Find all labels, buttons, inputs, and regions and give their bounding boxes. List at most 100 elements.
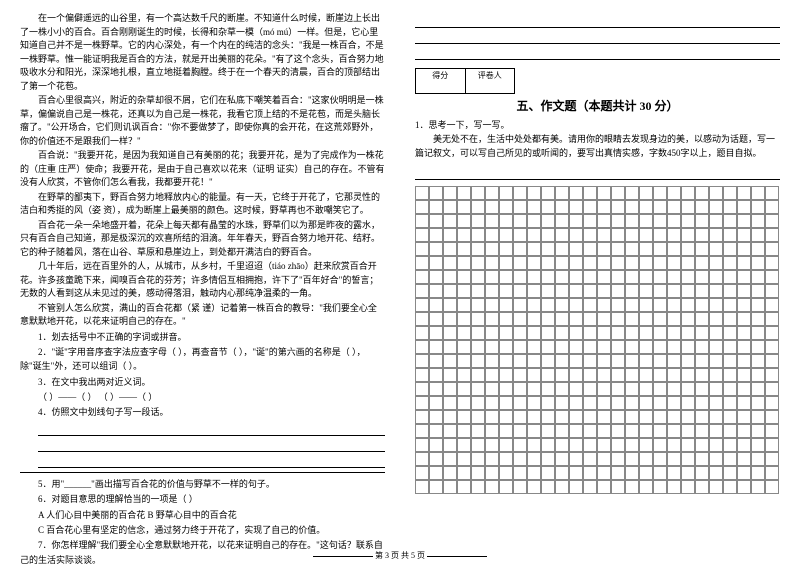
grid-cell [625,452,639,466]
grid-row [415,186,780,200]
grid-cell [443,214,457,228]
grid-cell [415,438,429,452]
answer-line [415,46,780,60]
grid-cell [443,242,457,256]
grid-cell [513,256,527,270]
passage-p4: 在野草的鄙夷下，野百合努力地释放内心的能量。有一天，它终于开花了，它那灵性的洁白… [20,191,385,218]
grid-cell [765,200,779,214]
grid-cell [653,382,667,396]
grid-cell [737,270,751,284]
grid-cell [625,354,639,368]
grid-cell [639,228,653,242]
grid-cell [457,200,471,214]
grid-cell [513,270,527,284]
grid-cell [737,312,751,326]
grid-cell [429,326,443,340]
grid-cell [611,186,625,200]
grid-row [415,312,780,326]
grid-cell [583,256,597,270]
grid-cell [751,326,765,340]
grid-cell [569,186,583,200]
grid-cell [415,186,429,200]
grid-cell [457,354,471,368]
grid-cell [639,298,653,312]
grid-cell [457,424,471,438]
answer-line [38,454,385,468]
grid-cell [765,242,779,256]
grid-cell [681,214,695,228]
passage-p1: 在一个偏僻遥远的山谷里，有一个高达数千尺的断崖。不知道什么时候，断崖边上长出了一… [20,12,385,93]
grid-cell [457,410,471,424]
grid-cell [611,466,625,480]
grid-row [415,242,780,256]
grid-cell [765,284,779,298]
grid-row [415,396,780,410]
answer-line [415,14,780,28]
grid-cell [499,312,513,326]
grid-cell [555,424,569,438]
grid-cell [597,298,611,312]
grid-cell [667,312,681,326]
grid-cell [513,214,527,228]
grid-cell [415,424,429,438]
grid-cell [653,270,667,284]
question-3b: （ ）——（ ） （ ）——（ ） [20,390,385,404]
grid-cell [471,368,485,382]
grid-cell [667,452,681,466]
grid-cell [737,382,751,396]
grid-cell [429,410,443,424]
grid-cell [485,284,499,298]
grid-cell [653,466,667,480]
grid-cell [681,256,695,270]
grid-cell [667,410,681,424]
grid-cell [485,382,499,396]
grid-cell [429,452,443,466]
grid-cell [485,410,499,424]
grid-cell [695,200,709,214]
page-footer: 第 3 页 共 5 页 [0,550,800,561]
grid-cell [695,354,709,368]
grid-cell [653,326,667,340]
grid-cell [639,256,653,270]
grid-cell [415,228,429,242]
grid-cell [415,368,429,382]
grid-cell [639,270,653,284]
grid-cell [639,368,653,382]
grid-cell [709,424,723,438]
grid-cell [513,368,527,382]
grid-cell [527,354,541,368]
grid-cell [597,466,611,480]
grid-cell [443,186,457,200]
grid-cell [681,186,695,200]
grid-cell [415,340,429,354]
grid-cell [737,340,751,354]
answer-line [38,422,385,436]
grid-cell [457,382,471,396]
grid-cell [597,396,611,410]
grid-cell [485,424,499,438]
grid-cell [471,452,485,466]
grid-cell [415,298,429,312]
grid-cell [555,200,569,214]
grid-cell [583,368,597,382]
grid-cell [527,466,541,480]
grid-cell [695,424,709,438]
grid-cell [527,242,541,256]
grid-cell [485,242,499,256]
grid-cell [765,396,779,410]
grid-cell [751,200,765,214]
grid-cell [751,340,765,354]
grid-cell [751,424,765,438]
grid-cell [583,466,597,480]
grid-cell [569,340,583,354]
grid-cell [597,410,611,424]
grid-cell [569,256,583,270]
grid-cell [681,410,695,424]
grid-cell [667,298,681,312]
grid-cell [471,256,485,270]
grid-cell [499,242,513,256]
grid-cell [653,284,667,298]
grid-cell [457,396,471,410]
grid-cell [457,284,471,298]
grid-cell [681,396,695,410]
